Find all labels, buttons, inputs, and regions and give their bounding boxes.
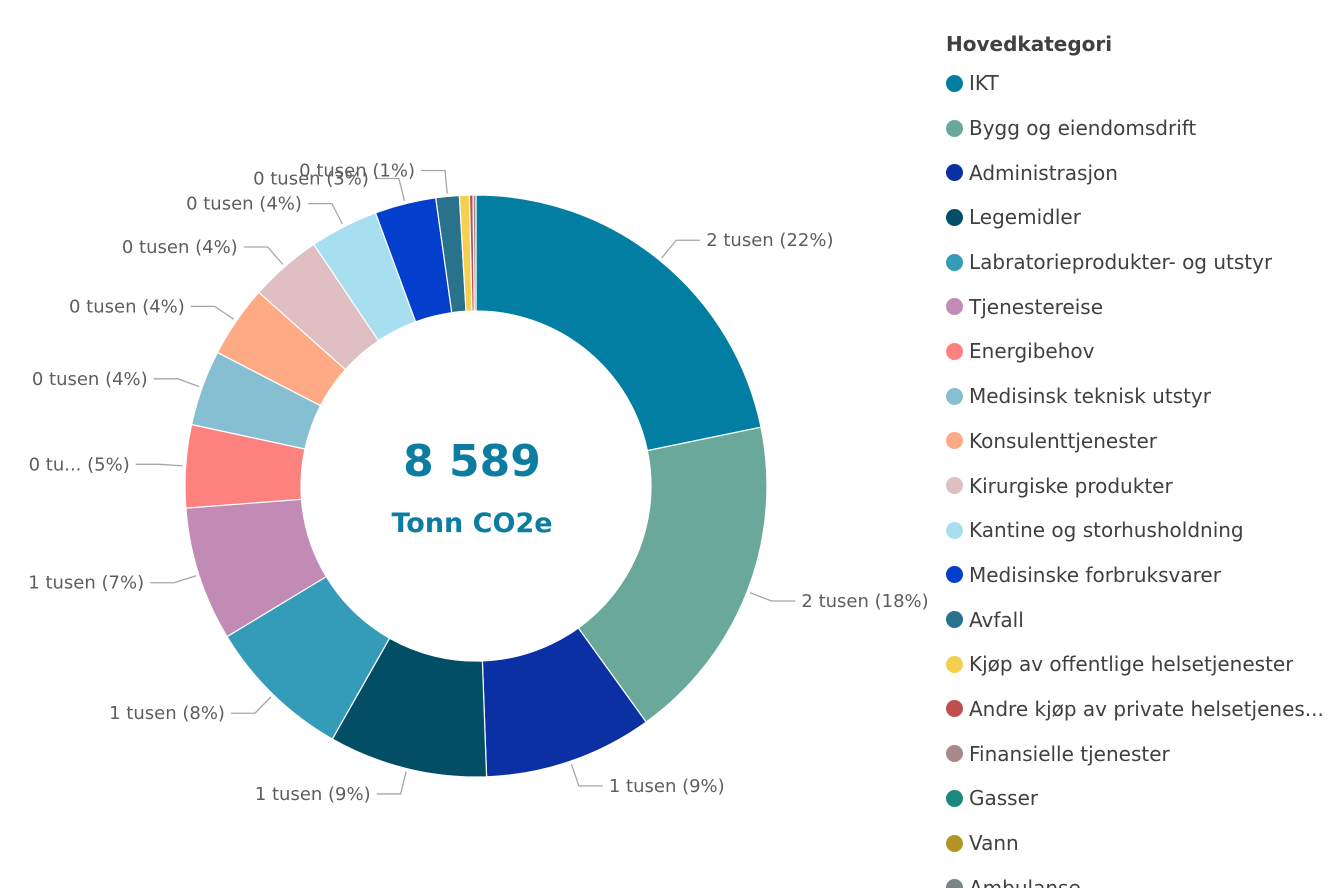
- legend-label: Konsulenttjenester: [969, 428, 1157, 453]
- legend-item-medisinske-forbruksvarer[interactable]: Medisinske forbruksvarer: [946, 559, 1332, 604]
- legend-dot-icon: [946, 253, 963, 271]
- legend: Hovedkategori IKT Bygg og eiendomsdrift Ad…: [946, 30, 1332, 888]
- legend-label: Finansielle tjenester: [969, 741, 1170, 766]
- legend-label: Bygg og eiendomsdrift: [969, 116, 1197, 141]
- data-label: 0 tusen (1%): [299, 161, 415, 182]
- data-label: 2 tusen (18%): [801, 591, 928, 612]
- data-label: 0 tusen (3%): [253, 169, 369, 190]
- center-total-value: 8 589: [403, 436, 541, 487]
- legend-item-medisinsk-teknisk-utstyr[interactable]: Medisinsk teknisk utstyr: [946, 380, 1332, 425]
- data-label: 1 tusen (9%): [609, 776, 725, 797]
- legend-label: Legemidler: [969, 205, 1081, 230]
- legend-title: Hovedkategori: [946, 32, 1113, 56]
- legend-dot-icon: [946, 655, 963, 673]
- legend-dot-icon: [946, 879, 963, 888]
- legend-item-kirurgiske-produkter[interactable]: Kirurgiske produkter: [946, 469, 1332, 514]
- legend-dot-icon: [946, 208, 963, 226]
- data-label: 0 tusen (4%): [186, 194, 302, 215]
- legend-dot-icon: [946, 834, 963, 852]
- legend-dot-icon: [946, 521, 963, 539]
- legend-dot-icon: [946, 298, 963, 316]
- legend-item-energibehov[interactable]: Energibehov: [946, 335, 1332, 380]
- donut-slices: [184, 194, 768, 778]
- legend-item-andre-kjop-av-private-helsetjenes[interactable]: Andre kjøp av private helsetjenes...: [946, 693, 1332, 738]
- leader-line: [570, 763, 603, 787]
- legend-label: Vann: [969, 831, 1019, 856]
- slice-bygg-og-eiendomsdrift[interactable]: [577, 426, 768, 723]
- legend-item-administrasjon[interactable]: Administrasjon: [946, 156, 1332, 201]
- leader-line: [374, 177, 406, 201]
- legend-dot-icon: [946, 477, 963, 495]
- legend-dot-icon: [946, 342, 963, 360]
- legend-item-kjop-av-offentlige-helsetjenester[interactable]: Kjøp av offentlige helsetjenester: [946, 648, 1332, 693]
- leader-line: [153, 378, 200, 388]
- donut-chart: 2 tusen (22%) 2 tusen (18%) 1 tusen (9%) 1 …: [28, 161, 928, 805]
- legend-items: IKT Bygg og eiendomsdrift Administrasjon Le…: [946, 67, 1332, 888]
- legend-dot-icon: [946, 432, 963, 450]
- legend-label: Labratorieprodukter- og utstyr: [969, 250, 1273, 275]
- data-label: 0 tu... (5%): [29, 454, 130, 475]
- leader-line: [230, 696, 272, 714]
- leader-line: [150, 575, 197, 584]
- legend-item-konsulenttjenester[interactable]: Konsulenttjenester: [946, 425, 1332, 470]
- data-label: 1 tusen (7%): [28, 573, 144, 594]
- leader-line: [420, 169, 448, 194]
- legend-label: Kjøp av offentlige helsetjenester: [969, 652, 1294, 677]
- legend-item-vann[interactable]: Vann: [946, 827, 1332, 872]
- legend-dot-icon: [946, 387, 963, 405]
- legend-label: Energibehov: [969, 339, 1095, 364]
- legend-label: Medisinske forbruksvarer: [969, 562, 1221, 587]
- leader-lines: [135, 169, 796, 795]
- legend-item-finansielle-tjenester[interactable]: Finansielle tjenester: [946, 737, 1332, 782]
- legend-label: IKT: [969, 71, 999, 96]
- legend-label: Avfall: [969, 607, 1024, 632]
- data-label: 0 tusen (4%): [122, 237, 238, 258]
- leader-line: [376, 771, 407, 795]
- leader-line: [135, 463, 183, 467]
- legend-label: Ambulanse: [969, 875, 1081, 888]
- legend-item-gasser[interactable]: Gasser: [946, 782, 1332, 827]
- data-labels: 2 tusen (22%) 2 tusen (18%) 1 tusen (9%) 1 …: [28, 161, 928, 805]
- legend-item-avfall[interactable]: Avfall: [946, 603, 1332, 648]
- legend-item-bygg-og-eiendomsdrift[interactable]: Bygg og eiendomsdrift: [946, 112, 1332, 157]
- leader-line: [243, 246, 284, 265]
- legend-label: Administrasjon: [969, 160, 1118, 185]
- legend-item-kantine-og-storhusholdning[interactable]: Kantine og storhusholdning: [946, 514, 1332, 559]
- legend-dot-icon: [946, 700, 963, 718]
- data-label: 0 tusen (4%): [69, 296, 185, 317]
- legend-label: Andre kjøp av private helsetjenes...: [969, 696, 1324, 721]
- legend-dot-icon: [946, 164, 963, 182]
- data-label: 2 tusen (22%): [706, 230, 833, 251]
- data-label: 1 tusen (9%): [255, 784, 371, 805]
- leader-line: [307, 202, 343, 225]
- legend-label: Tjenestereise: [969, 294, 1103, 319]
- data-label: 1 tusen (8%): [109, 703, 225, 724]
- legend-label: Gasser: [969, 786, 1039, 811]
- legend-dot-icon: [946, 74, 963, 92]
- legend-item-ambulanse[interactable]: Ambulanse: [946, 871, 1332, 888]
- legend-dot-icon: [946, 789, 963, 807]
- legend-label: Kirurgiske produkter: [969, 473, 1173, 498]
- legend-dot-icon: [946, 566, 963, 584]
- center-total-unit: Tonn CO2e: [391, 508, 552, 539]
- legend-item-ikt[interactable]: IKT: [946, 67, 1332, 112]
- legend-item-tjenestereise[interactable]: Tjenestereise: [946, 290, 1332, 335]
- leader-line: [190, 305, 235, 320]
- legend-item-legemidler[interactable]: Legemidler: [946, 201, 1332, 246]
- legend-label: Medisinsk teknisk utstyr: [969, 384, 1211, 409]
- legend-item-labratorieprodukter-og-utstyr[interactable]: Labratorieprodukter- og utstyr: [946, 246, 1332, 291]
- slice-ikt[interactable]: [475, 194, 762, 452]
- leader-line: [661, 239, 701, 259]
- legend-dot-icon: [946, 745, 963, 763]
- data-label: 0 tusen (4%): [32, 369, 148, 390]
- legend-label: Kantine og storhusholdning: [969, 518, 1244, 543]
- slice-finansielle-tjenester[interactable]: [472, 194, 477, 312]
- leader-line: [749, 592, 796, 602]
- legend-dot-icon: [946, 119, 963, 137]
- legend-dot-icon: [946, 611, 963, 629]
